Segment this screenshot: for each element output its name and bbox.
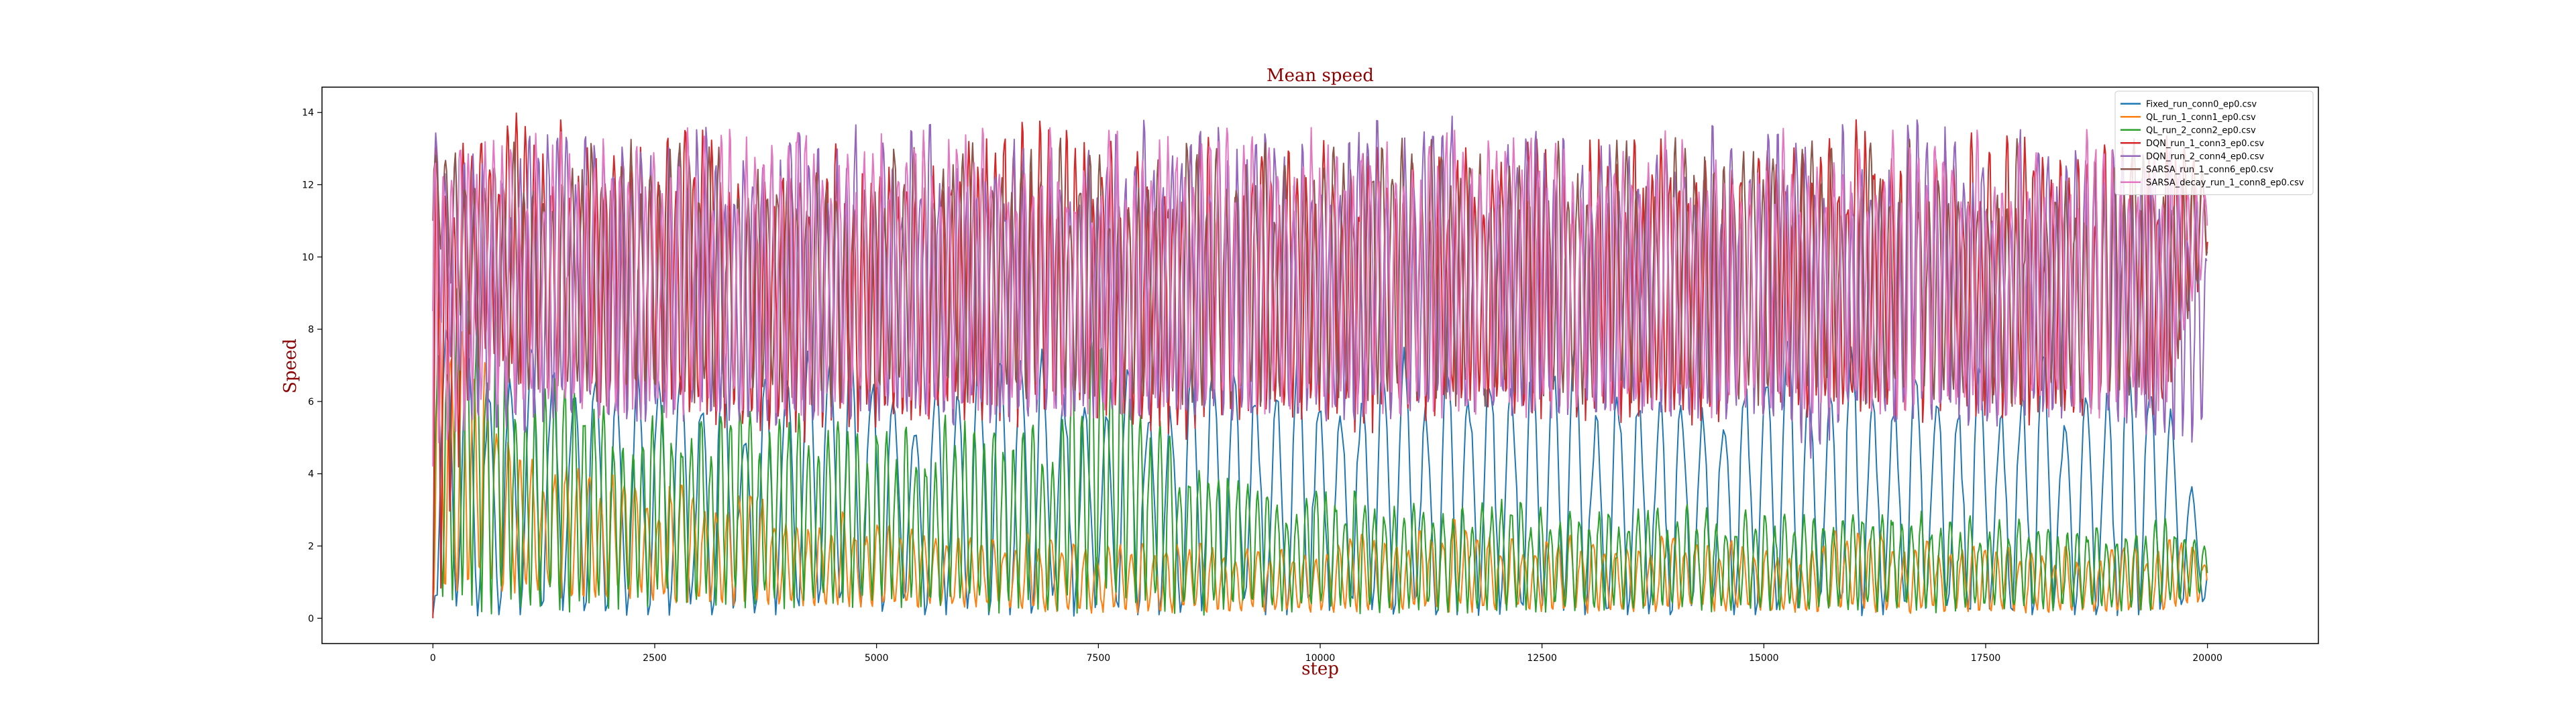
y-tick-label: 14	[302, 108, 314, 119]
series-line	[432, 115, 2208, 459]
y-tick-label: 6	[308, 397, 314, 408]
y-tick-label: 12	[302, 180, 314, 191]
y-axis: 0 2 4 6 8 10 12 14	[302, 108, 322, 624]
x-tick-label: 0	[430, 653, 436, 664]
legend-box	[2114, 90, 2314, 195]
x-tick-label: 10000	[1305, 653, 1336, 664]
series-line	[432, 288, 2208, 616]
x-tick-label: 7500	[1087, 653, 1111, 664]
x-tick-label: 5000	[865, 653, 889, 664]
legend-label: DQN_run_1_conn3_ep0.csv	[2146, 139, 2264, 149]
y-tick-label: 4	[308, 469, 314, 480]
legend-label: Fixed_run_conn0_ep0.csv	[2146, 99, 2257, 109]
x-axis: 0 2500 5000 7500 10000 12500 15000 17500 20000	[430, 644, 2222, 664]
chart-title: Mean speed	[1267, 66, 1374, 86]
y-tick-label: 2	[308, 541, 314, 552]
x-tick-label: 17500	[1971, 653, 2001, 664]
x-tick-label: 20000	[2192, 653, 2222, 664]
x-tick-label: 15000	[1749, 653, 1779, 664]
legend-label: SARSA_run_1_conn6_ep0.csv	[2146, 165, 2273, 175]
x-axis-label: step	[1301, 659, 1339, 679]
series-line	[432, 292, 2208, 614]
legend: Fixed_run_conn0_ep0.csv QL_run_1_conn1_ep…	[2114, 90, 2314, 195]
legend-label: QL_run_1_conn1_ep0.csv	[2146, 113, 2256, 123]
series-group	[432, 112, 2208, 619]
y-tick-label: 10	[302, 252, 314, 263]
y-tick-label: 0	[308, 613, 314, 624]
y-tick-label: 8	[308, 324, 314, 335]
x-tick-label: 2500	[643, 653, 667, 664]
y-axis-label: Speed	[280, 339, 301, 394]
legend-label: SARSA_decay_run_1_conn8_ep0.csv	[2146, 178, 2304, 188]
legend-label: DQN_run_2_conn4_ep0.csv	[2146, 152, 2264, 162]
x-tick-label: 12500	[1527, 653, 1557, 664]
series-line	[432, 127, 2208, 467]
legend-label: QL_run_2_conn2_ep0.csv	[2146, 125, 2256, 135]
